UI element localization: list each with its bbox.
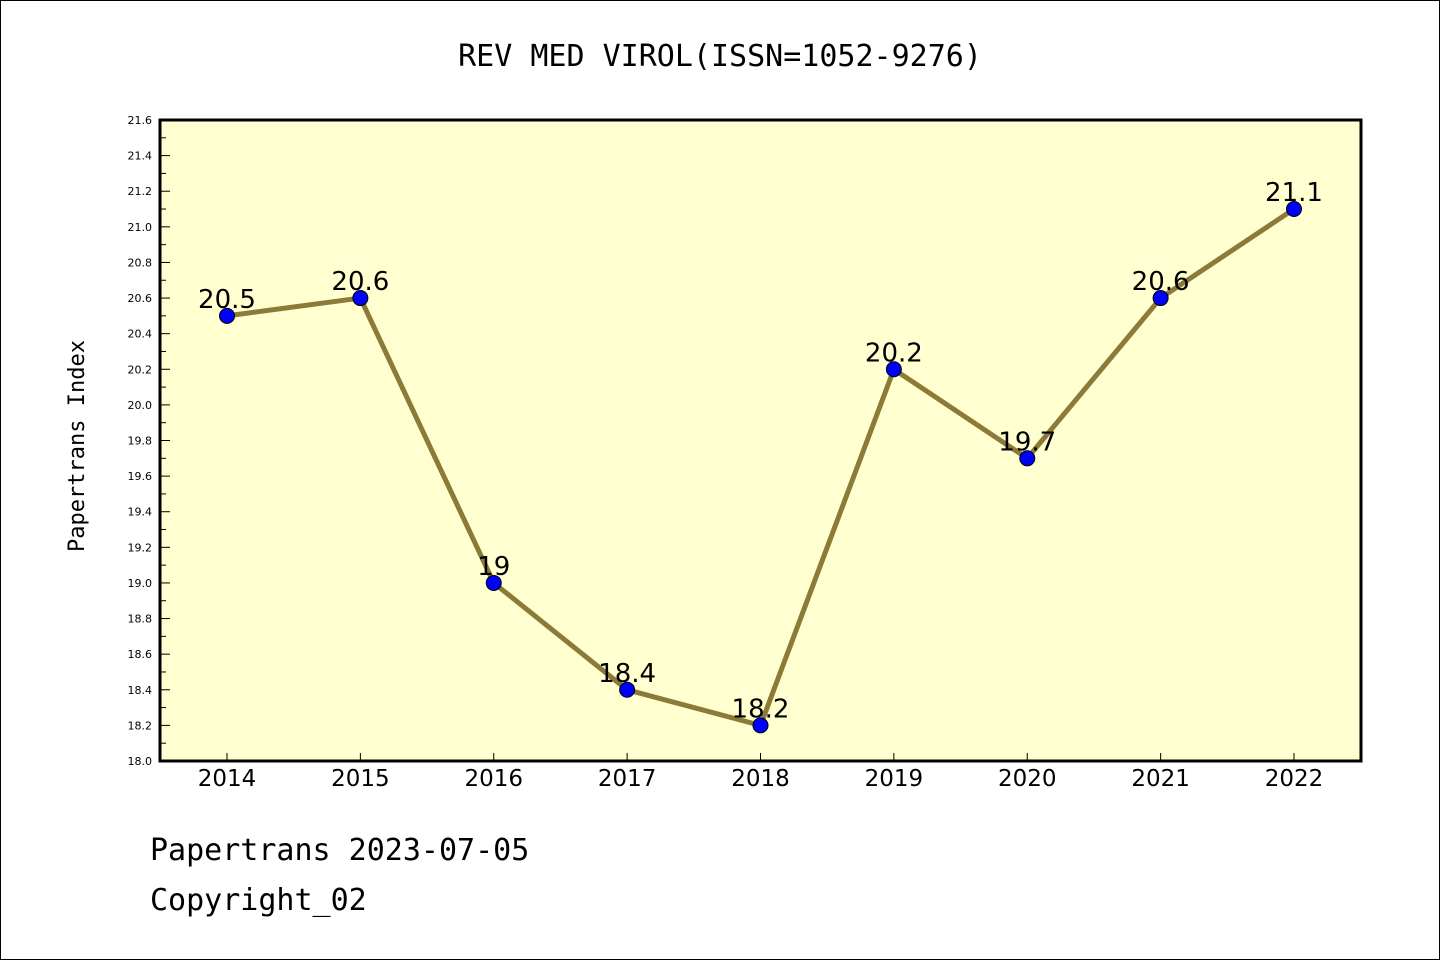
data-label: 20.2 xyxy=(865,338,923,368)
data-labels: 20.5 20.6 19 18.4 18.2 20.2 19.7 20.6 21.1 xyxy=(198,178,1323,724)
data-label: 18.4 xyxy=(598,659,656,689)
x-tick-label: 2022 xyxy=(1265,766,1324,792)
data-point xyxy=(485,574,502,591)
data-point xyxy=(885,361,902,378)
data-point xyxy=(352,290,369,307)
data-label: 19 xyxy=(477,552,510,582)
data-label: 19.7 xyxy=(998,427,1056,457)
x-tick-label: 2020 xyxy=(998,766,1057,792)
y-tick-label: 18.8 xyxy=(128,613,153,626)
x-tick-label: 2016 xyxy=(464,766,523,792)
y-tick-label: 20.2 xyxy=(128,363,153,376)
x-tick-label: 2017 xyxy=(598,766,657,792)
y-tick-label: 19.0 xyxy=(128,577,153,590)
data-point xyxy=(752,717,769,734)
data-point xyxy=(1286,201,1302,218)
y-tick-label: 19.2 xyxy=(128,541,153,554)
x-tick-label: 2015 xyxy=(331,766,390,792)
data-label: 20.6 xyxy=(331,267,389,297)
chart-title: REV MED VIROL(ISSN=1052-9276) xyxy=(458,39,982,74)
y-tick-label: 20.0 xyxy=(128,399,153,412)
y-tick-label: 20.8 xyxy=(128,256,153,269)
data-label: 20.6 xyxy=(1132,267,1190,297)
data-point xyxy=(1152,290,1169,307)
y-tick-label: 18.6 xyxy=(128,648,153,661)
y-axis-ticks: 18.0 18.2 18.4 18.6 18.8 19.0 19.2 19.4 19.6 19.8… xyxy=(128,114,170,768)
y-tick-label: 18.0 xyxy=(128,755,153,768)
x-tick-label: 2018 xyxy=(731,766,790,792)
x-axis-ticks: 2014 2015 2016 2017 2018 2019 2020 2021 2022 xyxy=(198,753,1324,792)
plot-area xyxy=(158,118,1363,763)
x-tick-label: 2021 xyxy=(1131,766,1190,792)
data-point xyxy=(619,681,636,698)
data-label: 20.5 xyxy=(198,285,256,315)
y-tick-label: 21.4 xyxy=(128,150,153,163)
y-tick-label: 21.6 xyxy=(128,114,153,127)
data-label: 18.2 xyxy=(732,694,790,724)
x-tick-label: 2019 xyxy=(865,766,924,792)
footer-date: Papertrans 2023-07-05 xyxy=(150,833,530,868)
y-tick-label: 19.6 xyxy=(128,470,153,483)
data-label: 21.1 xyxy=(1265,178,1323,208)
y-tick-label: 18.4 xyxy=(128,684,153,697)
y-tick-label: 21.2 xyxy=(128,185,153,198)
y-tick-label: 20.6 xyxy=(128,292,153,305)
footer-copyright: Copyright_02 xyxy=(150,883,367,918)
y-tick-label: 19.8 xyxy=(128,435,153,448)
data-points xyxy=(219,201,1302,734)
x-tick-label: 2014 xyxy=(198,766,257,792)
data-point xyxy=(1019,450,1036,467)
y-axis-label: Papertrans Index xyxy=(65,340,90,552)
data-point xyxy=(219,307,235,324)
y-tick-label: 20.4 xyxy=(128,328,153,341)
y-tick-label: 21.0 xyxy=(128,221,153,234)
y-tick-label: 19.4 xyxy=(128,506,153,519)
y-tick-label: 18.2 xyxy=(128,719,153,732)
